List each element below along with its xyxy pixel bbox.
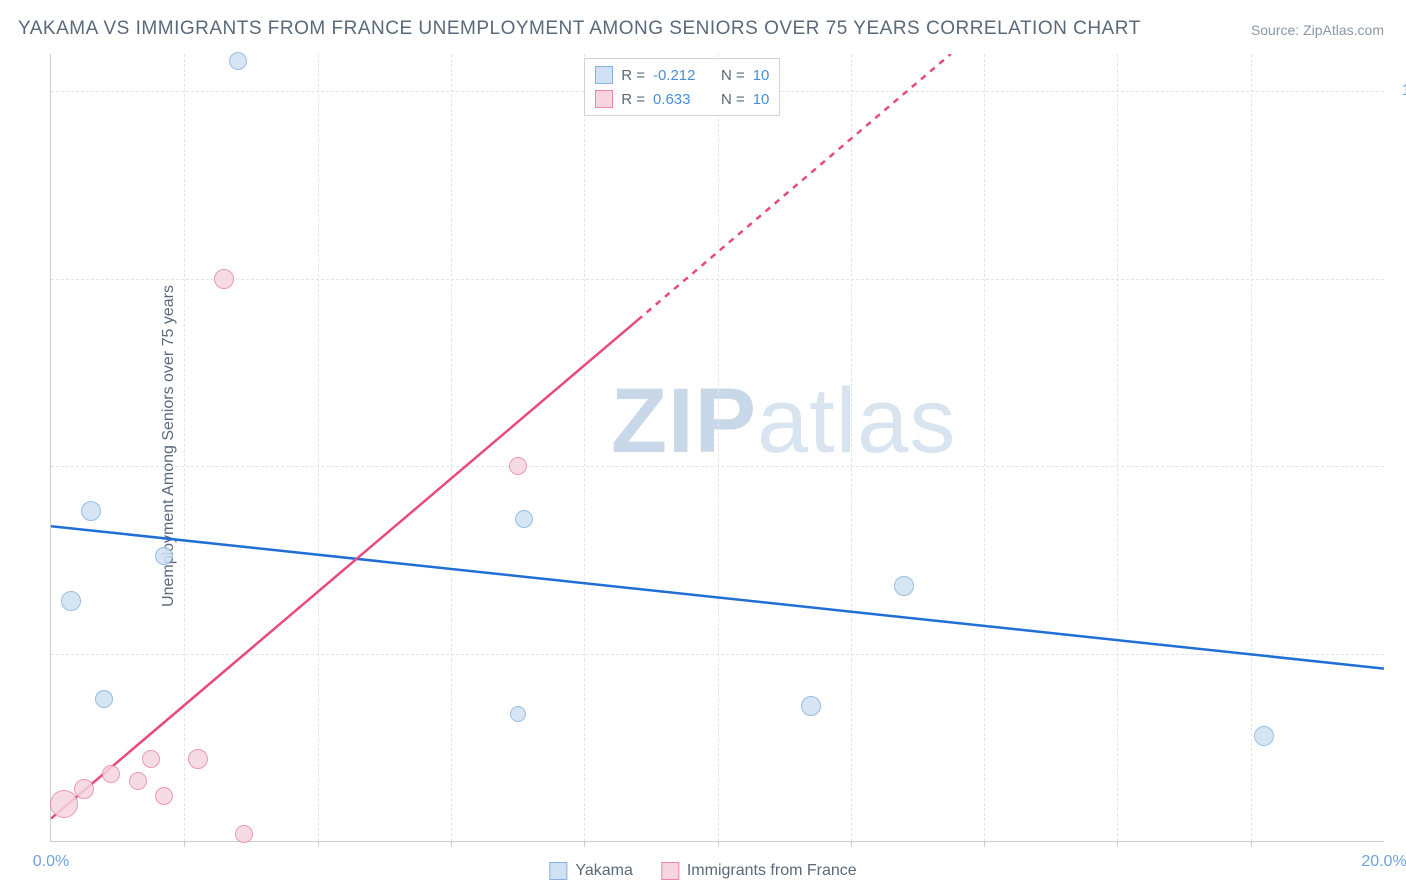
- watermark-light: atlas: [757, 370, 956, 472]
- data-point: [214, 269, 234, 289]
- plot-area: ZIPatlas 25.0%50.0%75.0%100.0%0.0%20.0%R…: [50, 54, 1384, 842]
- source-label: Source: ZipAtlas.com: [1251, 22, 1384, 38]
- gridline-v: [984, 54, 985, 841]
- legend-swatch: [661, 862, 679, 880]
- data-point: [1254, 726, 1274, 746]
- watermark-bold: ZIP: [611, 370, 757, 472]
- gridline-v: [851, 54, 852, 841]
- data-point: [95, 690, 113, 708]
- y-tick-label: 100.0%: [1402, 82, 1406, 100]
- data-point: [229, 52, 247, 70]
- gridline-v: [584, 54, 585, 841]
- legend-item: Immigrants from France: [661, 862, 857, 880]
- x-tick-label: 0.0%: [33, 853, 69, 871]
- legend-swatch: [595, 90, 613, 108]
- x-tick-label: 20.0%: [1361, 853, 1406, 871]
- watermark: ZIPatlas: [611, 369, 956, 474]
- legend-correlation-box: R =-0.212N =10R =0.633N =10: [584, 58, 780, 116]
- legend-item: Yakama: [549, 862, 633, 880]
- data-point: [515, 510, 533, 528]
- chart-title: YAKAMA VS IMMIGRANTS FROM FRANCE UNEMPLO…: [18, 18, 1141, 40]
- data-point: [142, 750, 160, 768]
- data-point: [50, 790, 78, 818]
- data-point: [129, 772, 147, 790]
- data-point: [74, 779, 94, 799]
- gridline-v: [718, 54, 719, 841]
- gridline-v: [1117, 54, 1118, 841]
- legend-label: Immigrants from France: [687, 862, 857, 880]
- gridline-v: [184, 54, 185, 841]
- legend-swatch: [595, 66, 613, 84]
- data-point: [510, 706, 526, 722]
- legend-label: Yakama: [575, 862, 633, 880]
- data-point: [509, 457, 527, 475]
- data-point: [801, 696, 821, 716]
- data-point: [61, 591, 81, 611]
- gridline-v: [451, 54, 452, 841]
- data-point: [235, 825, 253, 843]
- data-point: [894, 576, 914, 596]
- data-point: [188, 749, 208, 769]
- legend-bottom: Yakama Immigrants from France: [549, 862, 856, 880]
- data-point: [155, 547, 173, 565]
- data-point: [102, 765, 120, 783]
- gridline-v: [318, 54, 319, 841]
- legend-row: R =-0.212N =10: [595, 63, 769, 87]
- gridline-v: [1251, 54, 1252, 841]
- legend-swatch: [549, 862, 567, 880]
- legend-row: R =0.633N =10: [595, 87, 769, 111]
- data-point: [81, 501, 101, 521]
- data-point: [155, 787, 173, 805]
